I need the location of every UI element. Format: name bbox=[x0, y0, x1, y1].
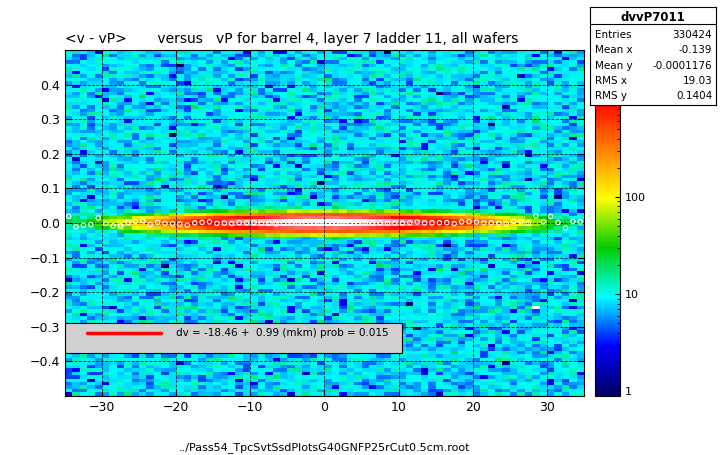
Point bbox=[352, 219, 363, 227]
Point bbox=[293, 220, 304, 227]
Point bbox=[575, 218, 586, 226]
Point bbox=[122, 219, 133, 226]
Point bbox=[478, 219, 490, 227]
Point bbox=[545, 212, 557, 220]
Text: 0.1404: 0.1404 bbox=[676, 91, 712, 101]
Point bbox=[516, 218, 527, 225]
Point bbox=[441, 219, 453, 226]
Point bbox=[315, 219, 327, 227]
Point bbox=[263, 219, 275, 227]
Point bbox=[404, 219, 415, 227]
Point bbox=[508, 217, 519, 225]
Point bbox=[456, 218, 467, 226]
Text: dv = -18.46 +  0.99 (mkm) prob = 0.015: dv = -18.46 + 0.99 (mkm) prob = 0.015 bbox=[176, 328, 389, 338]
Point bbox=[471, 218, 482, 226]
Point bbox=[485, 219, 497, 227]
Text: RMS x: RMS x bbox=[595, 76, 627, 86]
Point bbox=[552, 219, 564, 226]
Point bbox=[537, 218, 549, 225]
Text: <v - vP>       versus   vP for barrel 4, layer 7 ladder 11, all wafers: <v - vP> versus vP for barrel 4, layer 7… bbox=[65, 32, 518, 46]
Text: 19.03: 19.03 bbox=[682, 76, 712, 86]
Point bbox=[92, 214, 104, 222]
Point bbox=[270, 220, 282, 228]
Point bbox=[189, 219, 200, 227]
Point bbox=[523, 220, 534, 227]
Point bbox=[559, 224, 571, 232]
Point bbox=[567, 218, 579, 225]
Point bbox=[167, 220, 178, 227]
Point bbox=[196, 219, 208, 226]
Point bbox=[248, 219, 260, 226]
Text: -0.139: -0.139 bbox=[678, 46, 712, 56]
Point bbox=[374, 219, 386, 226]
Point bbox=[256, 219, 267, 227]
Point bbox=[300, 219, 311, 227]
Point bbox=[182, 222, 193, 229]
Point bbox=[159, 220, 171, 227]
Point bbox=[381, 220, 393, 227]
Point bbox=[286, 219, 297, 227]
Point bbox=[107, 222, 119, 229]
Text: RMS y: RMS y bbox=[595, 91, 627, 101]
Point bbox=[329, 219, 341, 227]
Point bbox=[174, 220, 185, 228]
Text: Entries: Entries bbox=[595, 30, 632, 40]
Point bbox=[218, 219, 230, 227]
Point bbox=[204, 218, 216, 226]
Point bbox=[426, 219, 438, 227]
Point bbox=[500, 220, 512, 227]
Text: 330424: 330424 bbox=[673, 30, 712, 40]
Point bbox=[85, 221, 97, 228]
Point bbox=[367, 219, 379, 226]
Point bbox=[130, 218, 141, 225]
Point bbox=[464, 218, 475, 225]
Point bbox=[389, 219, 401, 227]
Bar bbox=[65, 323, 402, 353]
Text: ../Pass54_TpcSvtSsdPlotsG40GNFP25rCut0.5cm.root: ../Pass54_TpcSvtSsdPlotsG40GNFP25rCut0.5… bbox=[179, 442, 470, 453]
Point bbox=[493, 220, 505, 227]
Point bbox=[63, 212, 74, 220]
Point bbox=[78, 222, 89, 229]
Point bbox=[433, 219, 445, 226]
Text: Mean y: Mean y bbox=[595, 61, 632, 71]
Point bbox=[345, 220, 356, 227]
Point bbox=[337, 219, 349, 227]
Point bbox=[412, 218, 423, 226]
Point bbox=[226, 220, 237, 227]
Point bbox=[234, 219, 245, 226]
Point bbox=[308, 219, 319, 227]
Point bbox=[360, 219, 371, 227]
Text: -0.0001176: -0.0001176 bbox=[653, 61, 712, 71]
Text: dvvP7011: dvvP7011 bbox=[621, 11, 685, 24]
Point bbox=[278, 219, 289, 227]
Point bbox=[70, 223, 81, 231]
Point bbox=[152, 218, 164, 226]
Point bbox=[530, 212, 541, 219]
Point bbox=[144, 221, 156, 228]
Point bbox=[211, 220, 223, 227]
Text: Mean x: Mean x bbox=[595, 46, 632, 56]
Point bbox=[241, 219, 252, 227]
Point bbox=[137, 217, 149, 225]
Point bbox=[397, 219, 408, 227]
Point bbox=[100, 220, 112, 227]
Point bbox=[115, 222, 126, 229]
Point bbox=[322, 219, 334, 227]
Point bbox=[419, 219, 430, 227]
Point bbox=[448, 220, 460, 228]
